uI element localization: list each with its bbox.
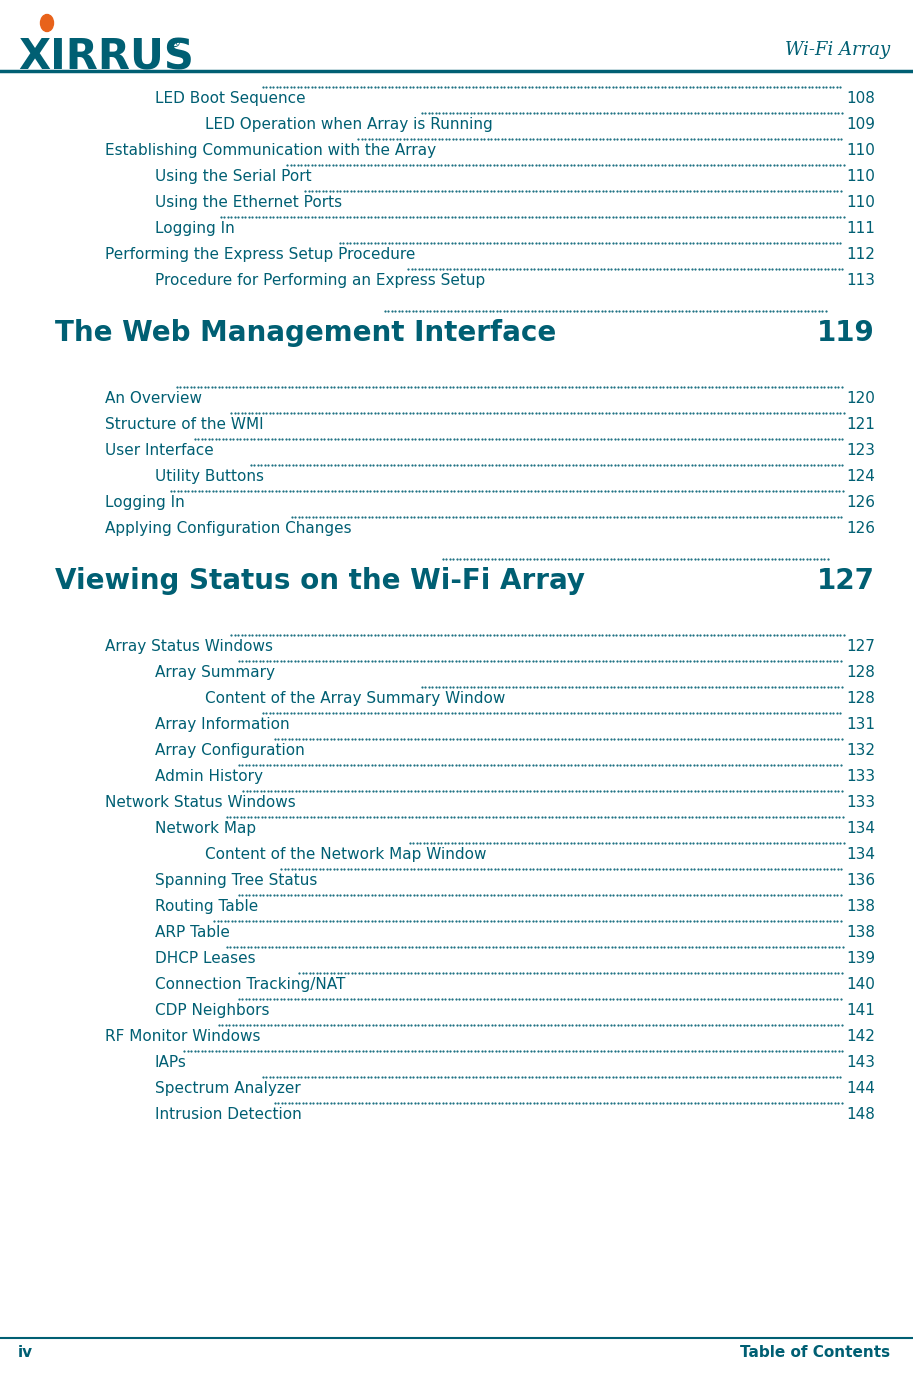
Text: Establishing Communication with the Array: Establishing Communication with the Arra…: [105, 143, 436, 158]
Text: 128: 128: [846, 691, 875, 706]
Text: The Web Management Interface: The Web Management Interface: [55, 319, 556, 347]
Text: 111: 111: [846, 222, 875, 237]
Text: User Interface: User Interface: [105, 443, 214, 458]
Text: CDP Neighbors: CDP Neighbors: [155, 1003, 269, 1018]
Text: Connection Tracking/NAT: Connection Tracking/NAT: [155, 977, 345, 992]
Text: Array Configuration: Array Configuration: [155, 743, 305, 758]
Text: Utility Buttons: Utility Buttons: [155, 469, 264, 484]
Text: LED Operation when Array is Running: LED Operation when Array is Running: [205, 117, 493, 132]
Text: 133: 133: [845, 769, 875, 784]
Text: 109: 109: [846, 117, 875, 132]
Text: 140: 140: [846, 977, 875, 992]
Text: DHCP Leases: DHCP Leases: [155, 951, 256, 966]
Text: 138: 138: [846, 899, 875, 914]
Text: 131: 131: [846, 717, 875, 732]
Text: 142: 142: [846, 1029, 875, 1044]
Text: 132: 132: [846, 743, 875, 758]
Text: Viewing Status on the Wi-Fi Array: Viewing Status on the Wi-Fi Array: [55, 567, 585, 594]
Text: Logging In: Logging In: [105, 495, 184, 510]
Text: 133: 133: [845, 795, 875, 810]
Text: 112: 112: [846, 248, 875, 261]
Text: 144: 144: [846, 1082, 875, 1097]
Text: Wi-Fi Array: Wi-Fi Array: [785, 41, 890, 59]
Text: Logging In: Logging In: [155, 222, 235, 237]
Text: 148: 148: [846, 1108, 875, 1121]
Text: Spanning Tree Status: Spanning Tree Status: [155, 872, 318, 888]
Text: ARP Table: ARP Table: [155, 925, 230, 940]
Text: iv: iv: [18, 1344, 33, 1359]
Text: Structure of the WMI: Structure of the WMI: [105, 417, 264, 432]
Text: 121: 121: [846, 417, 875, 432]
Text: ®: ®: [168, 37, 181, 50]
Text: Array Information: Array Information: [155, 717, 289, 732]
Text: 128: 128: [846, 665, 875, 680]
Text: 110: 110: [846, 143, 875, 158]
Text: Array Status Windows: Array Status Windows: [105, 638, 273, 654]
Text: 143: 143: [846, 1055, 875, 1071]
Text: Routing Table: Routing Table: [155, 899, 258, 914]
Text: 108: 108: [846, 91, 875, 106]
Text: 120: 120: [846, 391, 875, 406]
Text: Network Map: Network Map: [155, 821, 257, 837]
Text: 136: 136: [845, 872, 875, 888]
Text: 134: 134: [846, 821, 875, 837]
Text: Intrusion Detection: Intrusion Detection: [155, 1108, 302, 1121]
Text: Procedure for Performing an Express Setup: Procedure for Performing an Express Setu…: [155, 272, 485, 288]
Text: Content of the Network Map Window: Content of the Network Map Window: [205, 848, 487, 861]
Text: 124: 124: [846, 469, 875, 484]
Text: Content of the Array Summary Window: Content of the Array Summary Window: [205, 691, 506, 706]
Text: 113: 113: [846, 272, 875, 288]
Text: 127: 127: [846, 638, 875, 654]
Text: 139: 139: [845, 951, 875, 966]
Text: Applying Configuration Changes: Applying Configuration Changes: [105, 522, 352, 537]
Text: 123: 123: [846, 443, 875, 458]
Text: 110: 110: [846, 169, 875, 184]
Text: 126: 126: [846, 495, 875, 510]
Text: Using the Serial Port: Using the Serial Port: [155, 169, 311, 184]
Text: LED Boot Sequence: LED Boot Sequence: [155, 91, 306, 106]
Text: 110: 110: [846, 195, 875, 211]
Text: 126: 126: [846, 522, 875, 537]
Text: 134: 134: [846, 848, 875, 861]
Text: Array Summary: Array Summary: [155, 665, 275, 680]
Text: An Overview: An Overview: [105, 391, 202, 406]
Ellipse shape: [40, 15, 54, 32]
Text: 138: 138: [846, 925, 875, 940]
Text: Using the Ethernet Ports: Using the Ethernet Ports: [155, 195, 342, 211]
Text: 141: 141: [846, 1003, 875, 1018]
Text: Table of Contents: Table of Contents: [740, 1344, 890, 1359]
Text: 119: 119: [817, 319, 875, 347]
Text: RF Monitor Windows: RF Monitor Windows: [105, 1029, 260, 1044]
Text: XIRRUS: XIRRUS: [18, 37, 194, 78]
Text: Admin History: Admin History: [155, 769, 263, 784]
Text: IAPs: IAPs: [155, 1055, 187, 1071]
Text: Network Status Windows: Network Status Windows: [105, 795, 296, 810]
Text: Performing the Express Setup Procedure: Performing the Express Setup Procedure: [105, 248, 415, 261]
Text: 127: 127: [817, 567, 875, 594]
Text: Spectrum Analyzer: Spectrum Analyzer: [155, 1082, 300, 1097]
